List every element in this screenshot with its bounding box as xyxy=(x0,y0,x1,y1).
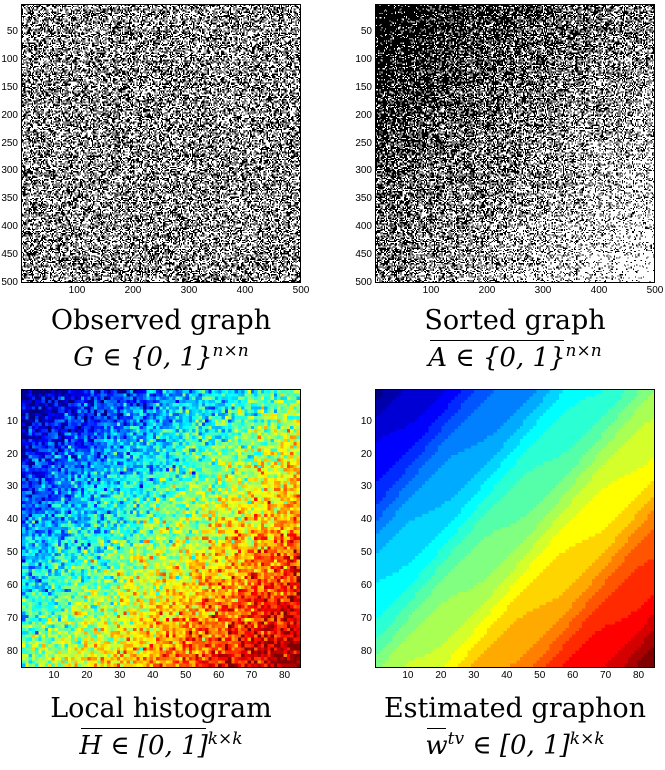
x-tick-label: 400 xyxy=(590,285,608,296)
local-histogram-math: H ∈ [0, 1]k×k xyxy=(21,727,301,761)
y-tick-label: 500 xyxy=(1,277,18,288)
y-tick-label: 80 xyxy=(6,645,18,657)
observed-graph-math-base: G ∈ {0, 1} xyxy=(73,342,213,373)
estimated-graphon-math-base: w xyxy=(425,727,448,761)
local-histogram-math-sup: k×k xyxy=(207,729,243,749)
y-tick-label: 300 xyxy=(355,165,372,177)
x-tick-label: 10 xyxy=(402,670,414,681)
observed-graph-math-sup: n×n xyxy=(212,341,249,361)
x-tick-label: 50 xyxy=(534,670,546,681)
x-tick-label: 40 xyxy=(501,670,513,681)
observed-graph-canvas xyxy=(22,5,300,282)
y-tick-label: 450 xyxy=(1,249,18,261)
y-tick-label: 100 xyxy=(355,53,372,65)
x-tick-label: 60 xyxy=(567,670,579,681)
x-tick-label: 500 xyxy=(292,285,310,296)
y-tick-label: 250 xyxy=(355,137,372,149)
y-tick-label: 60 xyxy=(6,579,18,591)
x-tick-label: 60 xyxy=(213,670,225,681)
x-tick-label: 50 xyxy=(180,670,192,681)
observed-graph-title: Observed graph xyxy=(50,305,272,336)
x-tick-label: 100 xyxy=(422,285,440,296)
y-tick-label: 50 xyxy=(6,547,18,559)
y-tick-label: 400 xyxy=(1,221,18,233)
x-tick-label: 20 xyxy=(81,670,93,681)
x-tick-label: 80 xyxy=(632,670,645,681)
x-tick-label: 20 xyxy=(435,670,447,681)
y-tick-label: 80 xyxy=(360,645,372,657)
x-tick-label: 400 xyxy=(236,285,254,296)
y-tick-label: 70 xyxy=(360,612,372,624)
y-tick-label: 250 xyxy=(1,137,18,149)
x-tick-label: 200 xyxy=(478,285,496,296)
x-tick-label: 80 xyxy=(278,670,291,681)
y-tick-label: 400 xyxy=(355,221,372,233)
y-tick-label: 500 xyxy=(355,277,372,288)
y-tick-label: 300 xyxy=(1,165,18,177)
y-tick-label: 40 xyxy=(6,514,18,526)
y-tick-label: 30 xyxy=(360,481,372,493)
sorted-graph-canvas xyxy=(376,5,654,282)
x-tick-label: 70 xyxy=(246,670,258,681)
y-tick-label: 20 xyxy=(360,448,372,460)
x-tick-label: 300 xyxy=(534,285,552,296)
local-histogram-math-base: H ∈ [0, 1] xyxy=(79,727,208,761)
y-tick-label: 10 xyxy=(360,415,372,427)
y-tick-label: 60 xyxy=(360,579,372,591)
estimated-graphon-math-rest: ∈ [0, 1] xyxy=(464,730,570,761)
y-tick-label: 50 xyxy=(360,25,372,37)
y-tick-label: 50 xyxy=(360,547,372,559)
estimated-graphon-math-sup: k×k xyxy=(569,729,605,749)
local-histogram-title: Local histogram xyxy=(50,693,272,724)
y-tick-label: 450 xyxy=(355,249,372,261)
y-tick-label: 150 xyxy=(1,81,18,93)
sorted-graph-title: Sorted graph xyxy=(424,305,606,336)
y-tick-label: 70 xyxy=(6,612,18,624)
local-histogram-canvas xyxy=(22,390,300,667)
estimated-graphon-title: Estimated graphon xyxy=(383,693,647,724)
x-tick-label: 30 xyxy=(468,670,480,681)
y-tick-label: 150 xyxy=(355,81,372,93)
y-tick-label: 100 xyxy=(1,53,18,65)
x-tick-label: 70 xyxy=(600,670,612,681)
x-tick-label: 30 xyxy=(114,670,126,681)
y-tick-label: 200 xyxy=(1,109,18,121)
y-tick-label: 50 xyxy=(6,25,18,37)
sorted-graph-math: A ∈ {0, 1}n×n xyxy=(375,339,655,373)
x-tick-label: 300 xyxy=(180,285,198,296)
sorted-graph-math-sup: n×n xyxy=(565,341,602,361)
sorted-graph-math-base: A ∈ {0, 1} xyxy=(428,339,566,373)
x-tick-label: 40 xyxy=(147,670,159,681)
observed-graph-math: G ∈ {0, 1}n×n xyxy=(21,341,301,373)
y-tick-label: 10 xyxy=(6,415,18,427)
y-tick-label: 20 xyxy=(6,448,18,460)
x-tick-label: 100 xyxy=(68,285,86,296)
estimated-graphon-math-sup-inline: tv xyxy=(447,729,465,749)
estimated-graphon-canvas xyxy=(376,390,654,667)
sorted-graph-heatmap xyxy=(375,4,655,283)
x-tick-label: 10 xyxy=(48,670,60,681)
y-tick-label: 350 xyxy=(355,193,372,205)
y-tick-label: 200 xyxy=(355,109,372,121)
estimated-graphon-math: wtv ∈ [0, 1]k×k xyxy=(375,727,655,761)
estimated-graphon-heatmap xyxy=(375,389,655,668)
x-tick-label: 500 xyxy=(646,285,664,296)
y-tick-label: 30 xyxy=(6,481,18,493)
x-tick-label: 200 xyxy=(124,285,142,296)
observed-graph-heatmap xyxy=(21,4,301,283)
y-tick-label: 350 xyxy=(1,193,18,205)
local-histogram-heatmap xyxy=(21,389,301,668)
y-tick-label: 40 xyxy=(360,514,372,526)
